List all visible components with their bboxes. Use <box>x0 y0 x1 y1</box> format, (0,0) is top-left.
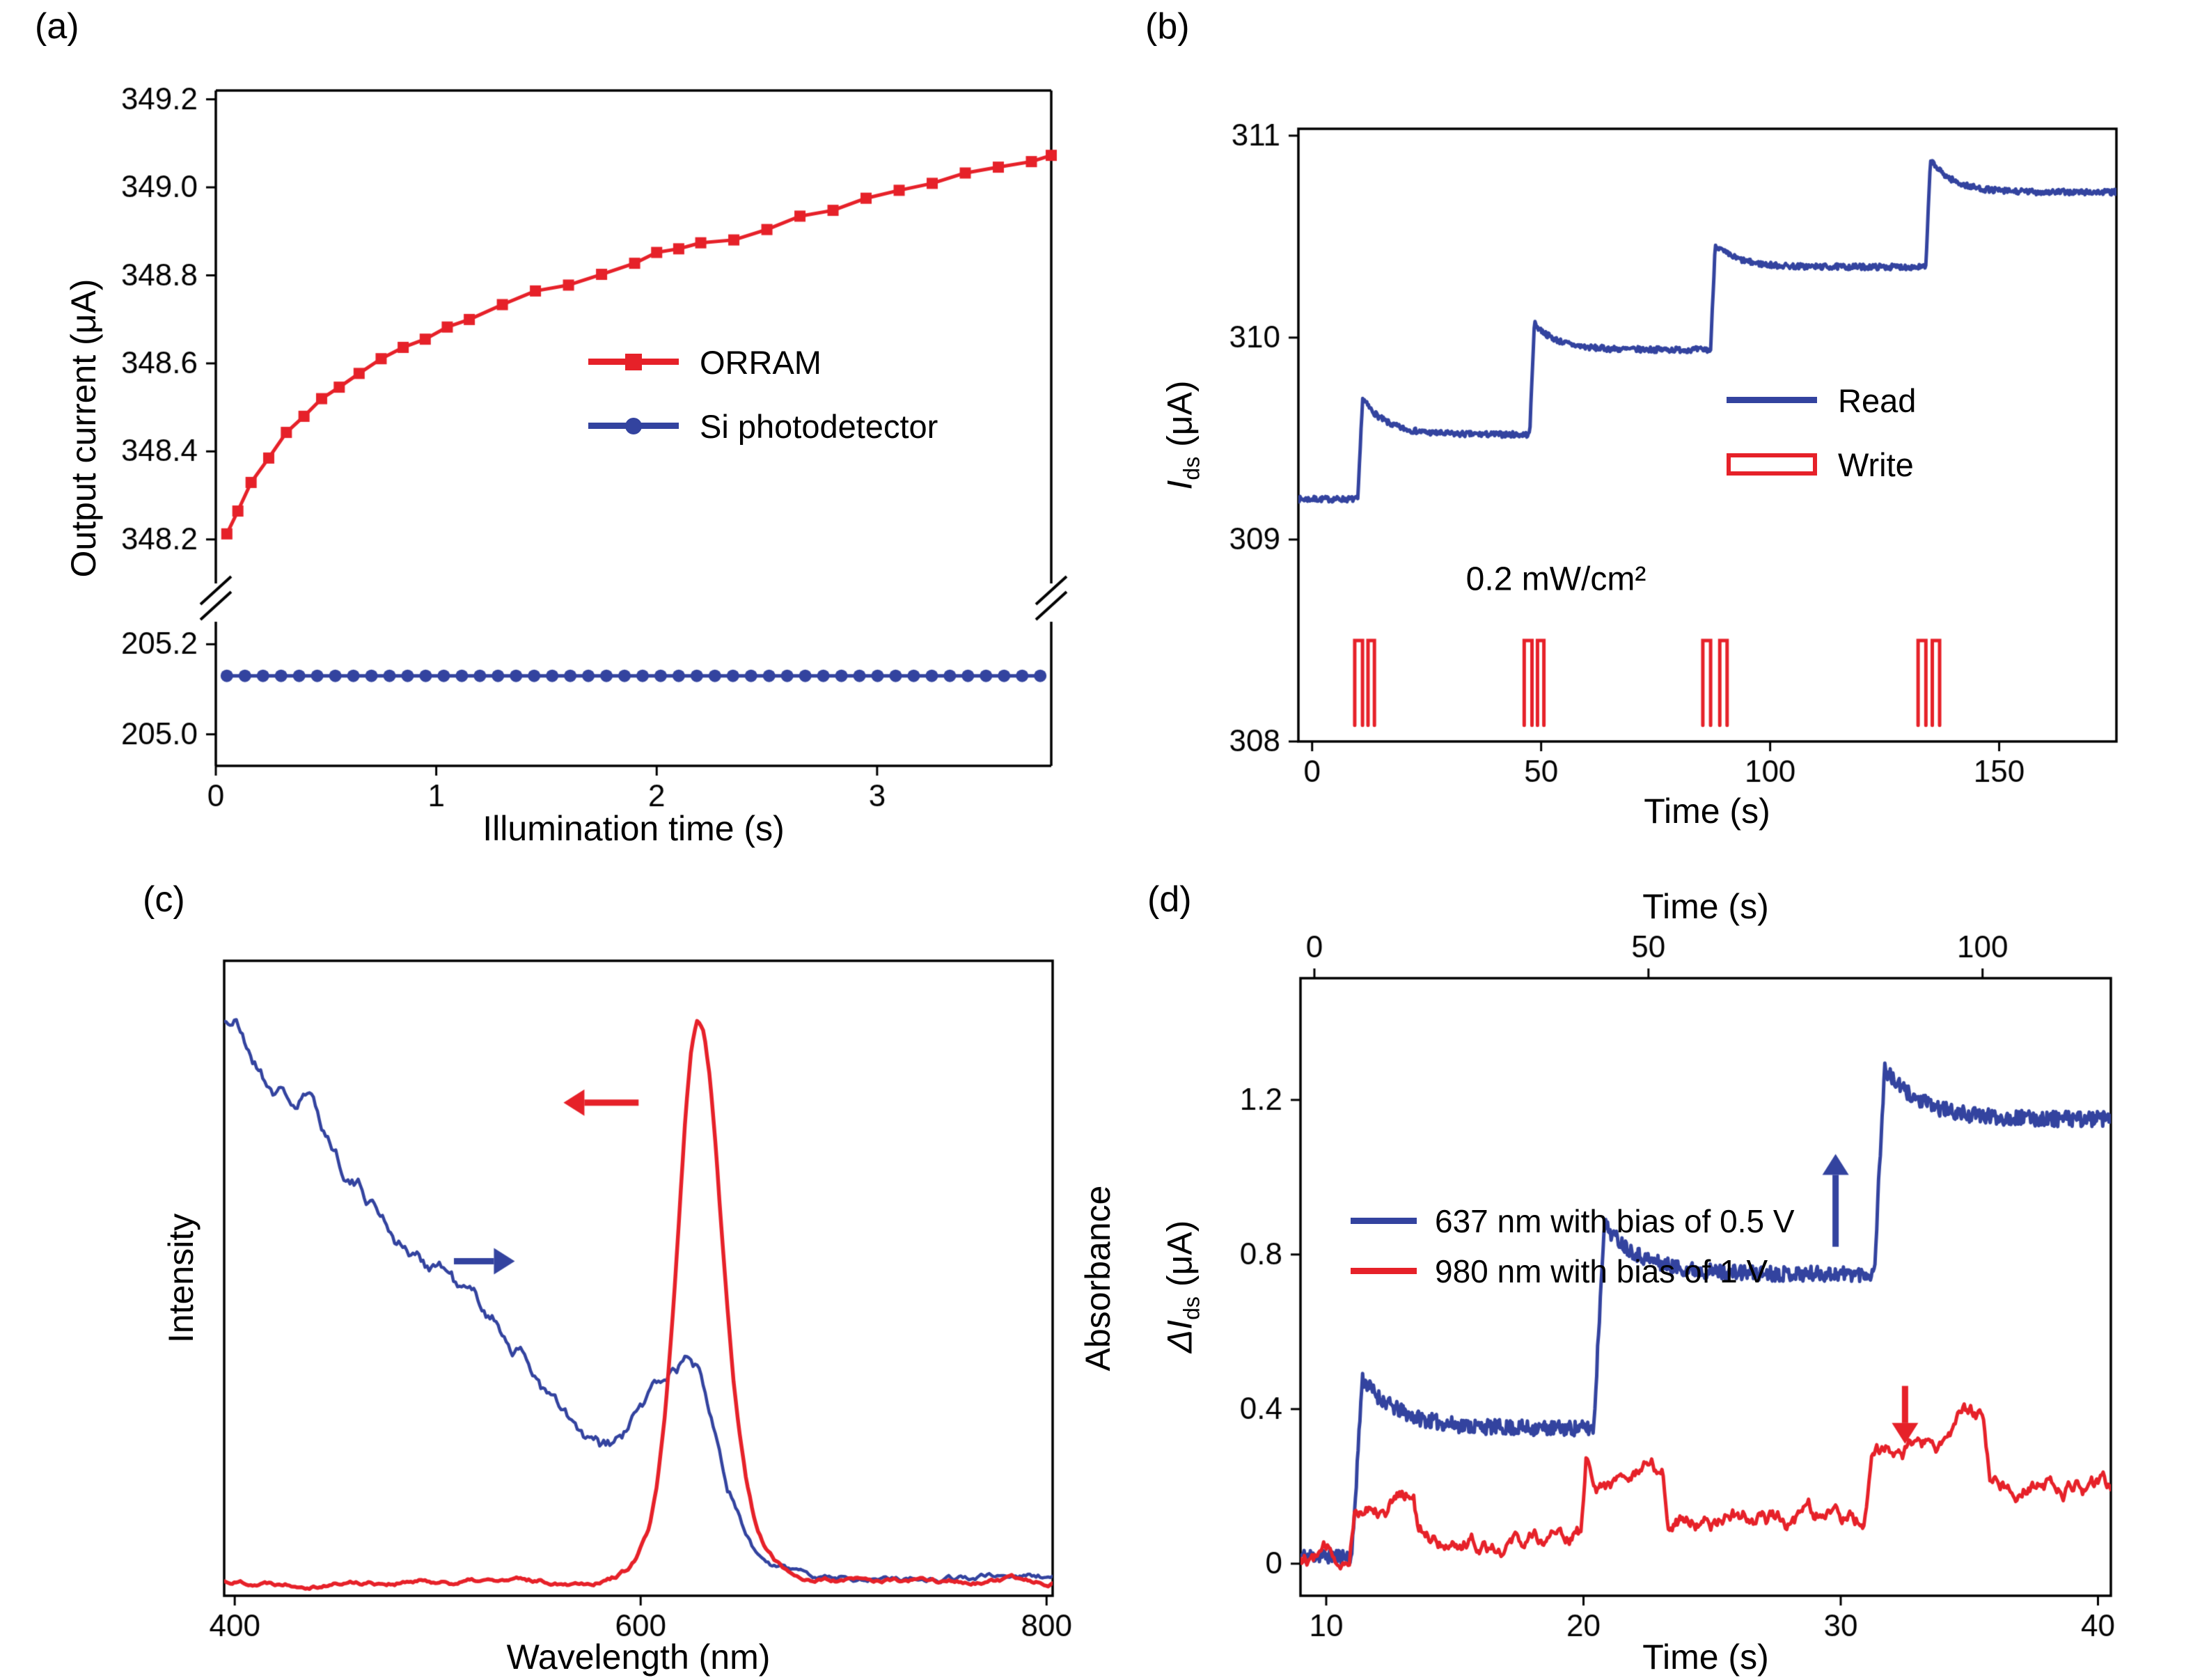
read-line-swatch <box>1727 389 1817 411</box>
b-legend-item-read: Read <box>1727 368 1916 432</box>
write-pulse-swatch <box>1727 453 1817 476</box>
chart-c-canvas <box>97 863 1128 1680</box>
c-x-axis-title: Wavelength (nm) <box>506 1638 771 1677</box>
red-line-icon <box>1351 1268 1417 1274</box>
b-y-axis-title: Ids (μA) <box>1160 380 1205 489</box>
blue-line-icon <box>1351 1218 1417 1224</box>
b-legend-item-write: Write <box>1727 432 1916 496</box>
d-legend: 637 nm with bias of 0.5 V 980 nm with bi… <box>1351 1196 1795 1296</box>
d-bottom-x-axis-title: Time (s) <box>1642 1638 1769 1677</box>
orram-line-swatch <box>588 351 679 373</box>
chart-a-canvas <box>28 0 1093 856</box>
b-legend: Read Write <box>1727 368 1916 496</box>
d-ylabel-unit: (μA) <box>1160 1220 1200 1297</box>
b-ylabel-subscript: ds <box>1179 456 1204 480</box>
panel-d-label: (d) <box>1147 879 1192 920</box>
d-top-x-axis-title: Time (s) <box>1642 887 1769 926</box>
circle-marker-icon <box>625 418 642 434</box>
panel-c: (c) Intensity Absorbance Wavelength (nm) <box>97 863 1128 1680</box>
panel-a: (a) Output current (μA) Illumination tim… <box>28 0 1093 856</box>
a-legend-item-orram: ORRAM <box>588 330 938 394</box>
d-ylabel-subscript: ds <box>1179 1296 1204 1320</box>
a-legend-label-orram: ORRAM <box>700 343 822 381</box>
chart-d-canvas <box>1128 863 2193 1680</box>
d-ylabel-symbol: ΔI <box>1160 1319 1200 1353</box>
b-legend-label-write: Write <box>1838 446 1914 483</box>
read-line-icon <box>1727 397 1817 403</box>
panel-d: (d) Time (s) ΔIds (μA) Time (s) 637 nm w… <box>1128 863 2193 1680</box>
a-legend-item-si: Si photodetector <box>588 394 938 458</box>
d-y-axis-title: ΔIds (μA) <box>1160 1220 1205 1353</box>
a-legend: ORRAM Si photodetector <box>588 330 938 458</box>
b-ylabel-symbol: I <box>1160 480 1200 490</box>
panel-a-label: (a) <box>35 6 79 47</box>
a-y-axis-title: Output current (μA) <box>64 278 103 578</box>
write-pulse-icon <box>1727 453 1817 476</box>
panel-b: (b) Ids (μA) Time (s) 0.2 mW/cm² Read Wr… <box>1128 0 2193 856</box>
b-ylabel-unit: (μA) <box>1160 380 1200 457</box>
a-legend-label-si: Si photodetector <box>700 407 938 445</box>
b-x-axis-title: Time (s) <box>1644 792 1770 831</box>
d-legend-item-637: 637 nm with bias of 0.5 V <box>1351 1196 1795 1246</box>
c-right-y-axis-title: Absorbance <box>1078 1185 1117 1372</box>
b-legend-label-read: Read <box>1838 382 1917 419</box>
d-legend-item-980: 980 nm with bias of 1 V <box>1351 1246 1795 1296</box>
b-power-annotation: 0.2 mW/cm² <box>1465 560 1646 598</box>
c-left-y-axis-title: Intensity <box>162 1213 201 1344</box>
a-x-axis-title: Illumination time (s) <box>482 809 785 848</box>
square-marker-icon <box>625 354 642 370</box>
d-legend-label-637: 637 nm with bias of 0.5 V <box>1435 1203 1795 1239</box>
chart-b-canvas <box>1128 0 2193 856</box>
d-legend-label-980: 980 nm with bias of 1 V <box>1435 1253 1768 1289</box>
si-line-swatch <box>588 415 679 437</box>
panel-b-label: (b) <box>1145 6 1190 47</box>
blue-line-swatch <box>1351 1217 1417 1225</box>
red-line-swatch <box>1351 1267 1417 1275</box>
panel-c-label: (c) <box>143 879 185 920</box>
